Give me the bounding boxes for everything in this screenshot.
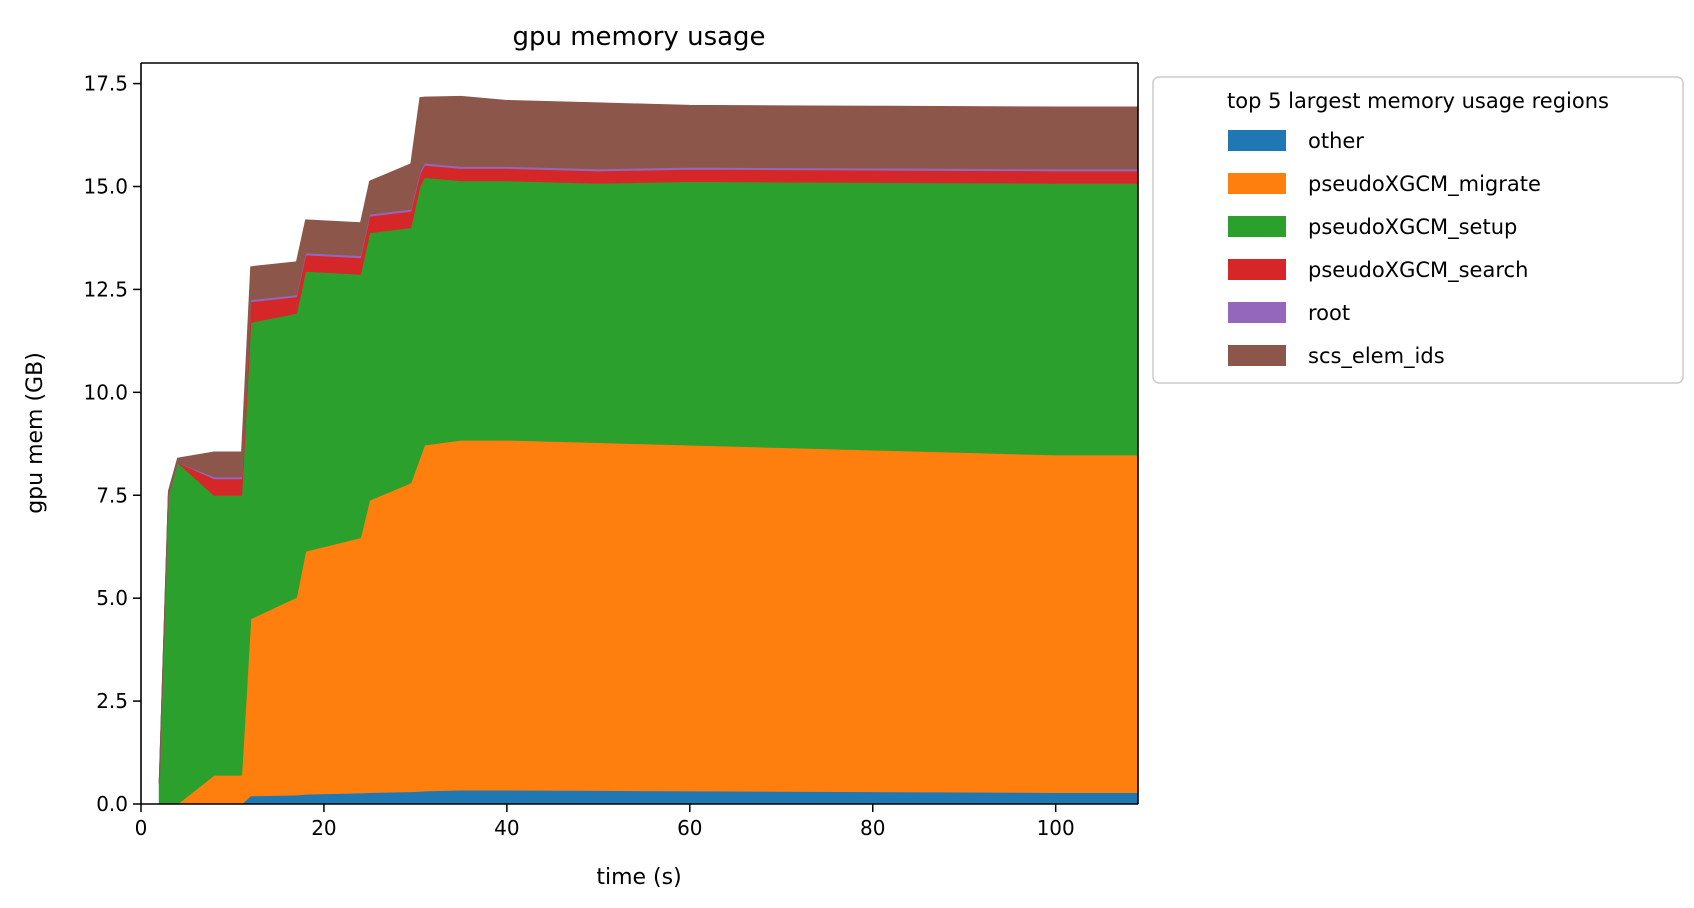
legend-swatch [1228, 216, 1286, 237]
x-tick-label: 80 [860, 816, 885, 840]
legend-label: other [1308, 129, 1364, 153]
y-axis-ticks: 0.0 2.5 5.0 7.5 10.0 12.5 15.0 17.5 [83, 72, 141, 816]
legend-swatch [1228, 173, 1286, 194]
y-tick-label: 7.5 [96, 483, 128, 507]
legend-swatch [1228, 302, 1286, 323]
legend-label: pseudoXGCM_setup [1308, 215, 1517, 240]
x-tick-label: 0 [135, 816, 148, 840]
y-tick-label: 10.0 [83, 380, 128, 404]
y-tick-label: 17.5 [83, 72, 128, 96]
x-tick-label: 40 [494, 816, 519, 840]
stacked-areas [158, 95, 1139, 805]
y-tick-label: 5.0 [96, 586, 128, 610]
legend-label: root [1308, 301, 1350, 325]
legend: top 5 largest memory usage regions other… [1152, 76, 1684, 384]
x-axis-label: time (s) [596, 865, 681, 890]
y-tick-label: 12.5 [83, 277, 128, 301]
legend-label: pseudoXGCM_search [1308, 258, 1528, 283]
x-tick-label: 20 [311, 816, 336, 840]
legend-items: other pseudoXGCM_migrate pseudoXGCM_setupp… [1228, 129, 1541, 369]
y-tick-label: 15.0 [83, 175, 128, 199]
chart-title: gpu memory usage [512, 22, 765, 52]
legend-title: top 5 largest memory usage regions [1227, 89, 1609, 113]
y-tick-label: 2.5 [96, 689, 128, 713]
y-axis-label: gpu mem (GB) [23, 352, 48, 514]
legend-label: pseudoXGCM_migrate [1308, 172, 1541, 197]
x-tick-label: 60 [677, 816, 702, 840]
legend-label: scs_elem_ids [1308, 344, 1445, 369]
x-axis-ticks: 0 20 40 60 80 100 [135, 804, 1075, 840]
legend-swatch [1228, 130, 1286, 151]
legend-swatch [1228, 259, 1286, 280]
legend-swatch [1228, 345, 1286, 366]
y-tick-label: 0.0 [96, 792, 128, 816]
x-tick-label: 100 [1037, 816, 1075, 840]
